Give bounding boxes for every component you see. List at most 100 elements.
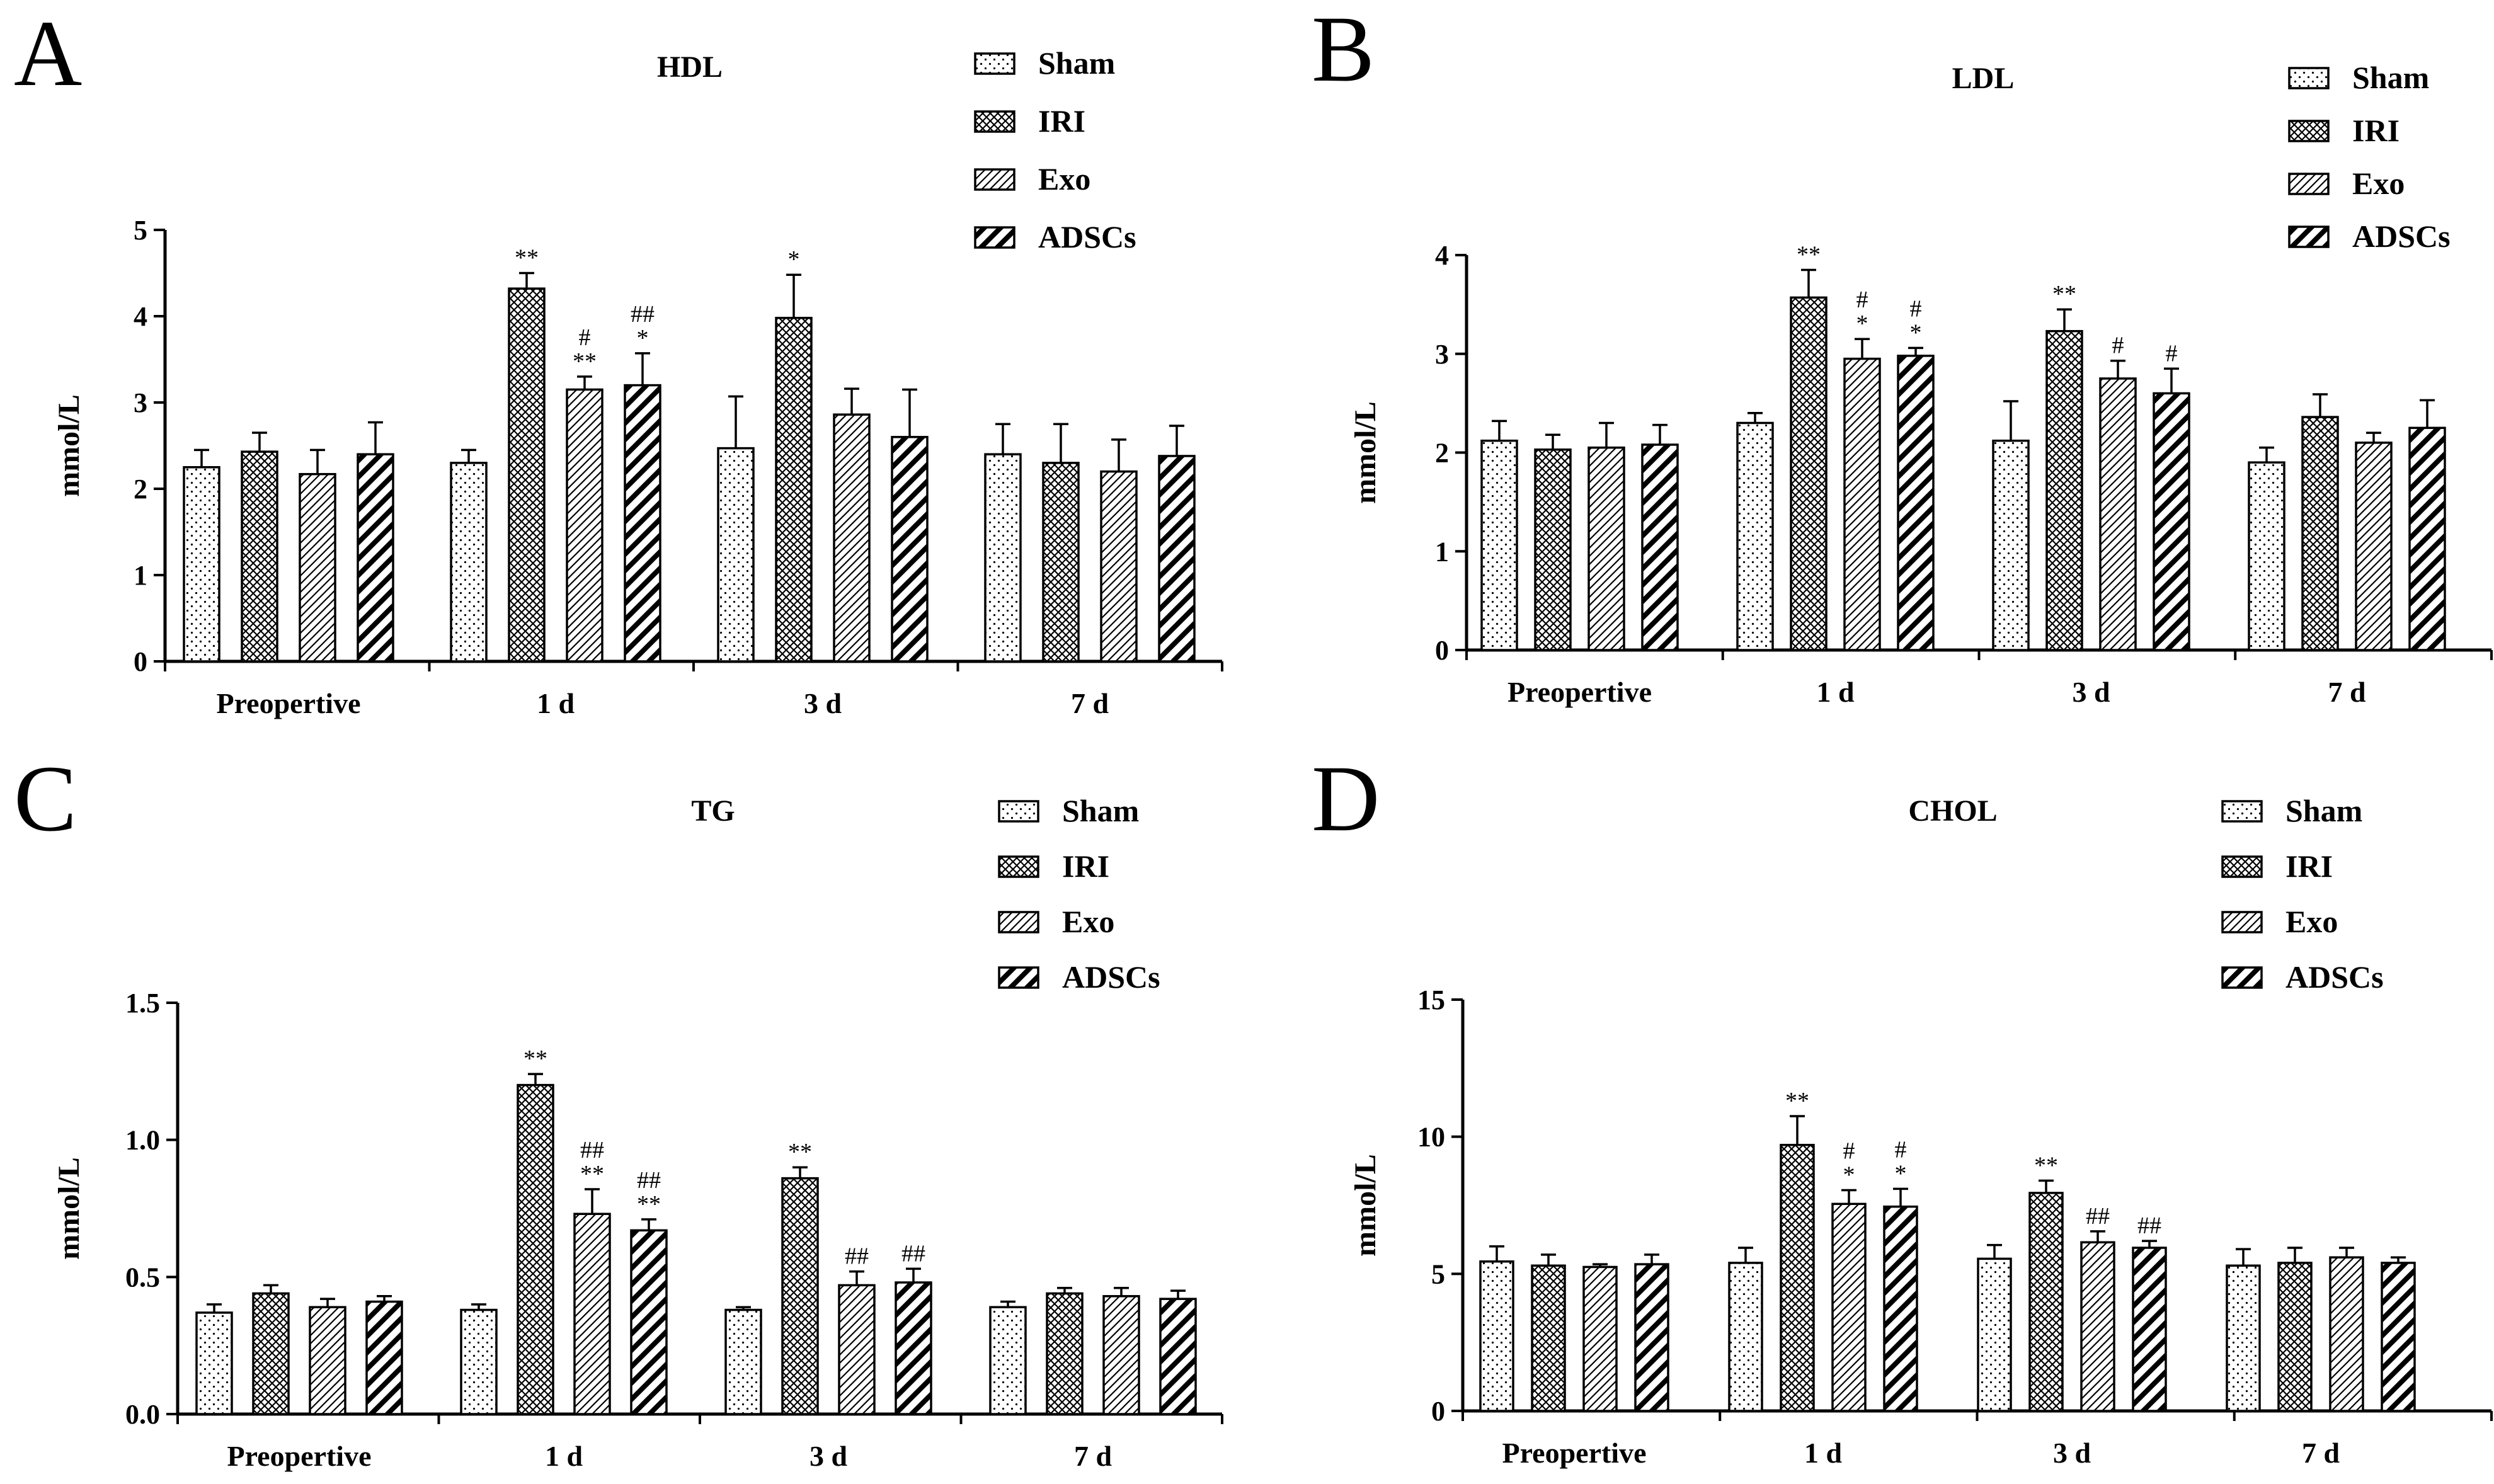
bar-sham [2226,1264,2261,1412]
bar-sham [1480,439,1518,651]
bar-sham [1977,1257,2012,1412]
legend-label: ADSCs [2352,219,2451,254]
y-tick-label: 0 [1435,635,1449,666]
y-tick-label: 10 [1417,1122,1445,1153]
bar-exo [2099,377,2137,651]
bar-sham [450,462,488,663]
bar-iri [1534,448,1572,651]
significance-label: # [2112,333,2124,359]
y-tick-label: 0.0 [125,1399,160,1430]
y-tick-label: 3 [1435,339,1449,370]
significance-label: ** [523,1046,547,1072]
significance-label: * [1895,1160,1907,1187]
significance-label: # [1856,287,1868,313]
y-tick-label: 1.5 [125,988,160,1019]
x-category-label: 1 d [1816,676,1855,708]
y-axis-label: mmol/L [52,1157,86,1260]
legend-label: Exo [2352,166,2405,201]
bar-exo [1843,357,1881,651]
significance-label: ** [580,1161,604,1187]
bar-exo [838,1284,876,1415]
x-category-label: 3 d [809,1440,848,1472]
bar-sham [1736,421,1774,651]
bar-exo [1582,1265,1618,1412]
significance-label: ** [515,245,539,271]
significance-label: ## [901,1240,925,1267]
legend-swatch-adscs [2221,966,2263,989]
x-category-label: 3 d [2053,1437,2091,1469]
y-tick-label: 15 [1417,985,1445,1015]
bar-iri [252,1292,290,1415]
x-category-label: 7 d [2302,1437,2340,1469]
legend-label: ADSCs [1038,219,1136,254]
legend-swatch-adscs [2288,225,2330,248]
y-tick-label: 5 [1431,1259,1445,1289]
x-category-label: Preopertive [227,1440,371,1472]
y-tick-label: 4 [1435,240,1449,271]
bar-adscs [630,1229,668,1415]
y-axis-label: mmol/L [52,394,86,497]
bar-adscs [891,436,929,663]
significance-label: ## [845,1243,869,1270]
chart-title: TG [691,794,735,828]
bar-exo [2080,1241,2115,1412]
bar-sham [195,1311,233,1415]
legend-label: Exo [1062,904,1114,939]
bar-sham [984,453,1022,663]
x-category-label: Preopertive [1502,1437,1646,1469]
legend-label: ADSCs [2285,959,2384,995]
bar-iri [241,450,278,663]
bar-exo [2329,1256,2364,1412]
y-tick-label: 5 [134,215,147,246]
legend-label: IRI [2352,113,2400,148]
legend-swatch-iri [974,110,1015,133]
significance-label: ## [637,1167,661,1194]
bar-adscs [1883,1205,1918,1412]
legend-label: Exo [2285,904,2338,939]
bar-exo [833,413,871,663]
bar-sham [1479,1260,1514,1412]
x-category-label: 7 d [1074,1440,1113,1472]
bar-iri [2301,416,2339,651]
significance-label: ** [1797,242,1821,268]
x-category-label: Preopertive [1507,676,1652,708]
significance-label: ** [637,1191,661,1218]
legend-swatch-adscs [998,966,1039,989]
bar-iri [1046,1292,1084,1415]
bar-sham [989,1306,1027,1415]
legend-label: Sham [2285,793,2362,828]
bar-iri [781,1177,819,1415]
y-tick-label: 0.5 [125,1262,160,1293]
bar-adscs [895,1281,932,1415]
x-category-label: 1 d [1804,1437,1843,1469]
bar-iri [2028,1192,2064,1412]
bar-iri [517,1083,554,1415]
bar-iri [775,316,813,663]
y-axis-label: mmol/L [1349,1154,1382,1257]
bar-iri [1780,1143,1815,1412]
legend-label: Sham [1062,793,1139,828]
significance-label: # [2166,340,2178,367]
bar-adscs [2153,392,2190,651]
bar-adscs [2408,426,2446,651]
bar-exo [566,388,603,663]
y-tick-label: 4 [134,301,147,332]
legend-swatch-adscs [974,226,1015,249]
significance-label: ** [2034,1152,2058,1179]
bar-exo [1102,1295,1140,1415]
significance-label: # [1895,1136,1907,1163]
bar-iri [2277,1262,2313,1412]
legend-swatch-sham [998,800,1039,823]
chart-title: CHOL [1908,794,1997,828]
bar-sham [1992,439,2030,651]
bar-exo [1831,1202,1867,1412]
bar-iri [508,287,546,663]
bar-sham [2248,461,2285,651]
legend-swatch-iri [998,855,1039,878]
